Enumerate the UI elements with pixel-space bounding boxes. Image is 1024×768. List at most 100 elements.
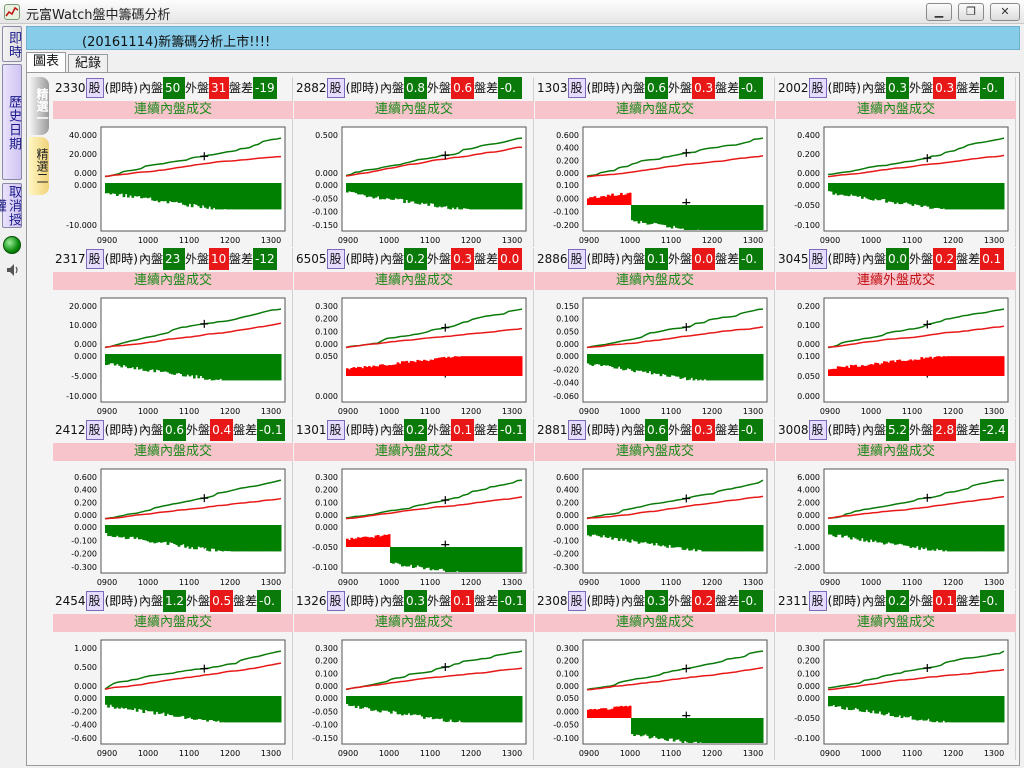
stock-code: 2454 [55,594,86,608]
flow-bar [146,183,150,199]
flow-bar [615,525,619,539]
flow-bar [708,354,711,381]
flow-bar [595,354,599,364]
flow-bar [489,547,492,572]
flow-bar [427,183,431,206]
flow-bar [462,183,466,209]
flow-bar [604,196,608,205]
flow-bar [692,718,696,743]
flow-bar [752,525,755,552]
flow-bar [966,696,970,723]
stock-button[interactable]: 股 [326,249,345,269]
flow-bar [508,183,512,210]
outer-volume-line [586,308,764,349]
flow-bar [458,183,461,210]
stock-button[interactable]: 股 [808,420,827,440]
flow-bar [865,525,869,541]
plot-frame [100,639,286,745]
live-button[interactable]: 即時 [2,26,22,62]
flow-bar [894,696,897,718]
trade-banner: 連續內盤成交 [294,443,534,461]
flow-bar [631,525,634,540]
flow-bar [469,547,472,572]
flow-bar [858,366,862,376]
flow-bar [839,183,842,195]
tab-pick-2[interactable]: 精選二 [29,137,49,195]
flow-bar [646,205,650,225]
minimize-button[interactable]: ▁ [926,3,952,21]
flow-chart: 0.300 0.200 0.100 0.000 0.000 -0.050 -0.100 090… [294,461,534,589]
maximize-button[interactable]: ❐ [958,3,984,21]
flow-bar [473,696,477,723]
stock-button[interactable]: 股 [326,591,345,611]
stock-button[interactable]: 股 [567,78,586,98]
speaker-icon[interactable] [5,262,21,278]
x-tick-label: 1300 [502,236,522,245]
stock-button[interactable]: 股 [326,78,345,98]
flow-bar [458,547,461,572]
stock-button[interactable]: 股 [567,420,586,440]
flow-bar [272,354,275,381]
flow-bar [234,525,238,552]
inner-value: 0.3 [403,590,428,612]
flow-bar [889,525,893,544]
flow-bar [107,183,110,194]
flow-bar [500,183,503,210]
tab-pick-1[interactable]: 精選一 [29,77,49,135]
stock-button[interactable]: 股 [326,420,345,440]
x-tick-label: 1000 [138,407,158,416]
close-button[interactable]: ✕ [990,3,1020,21]
flow-bar [984,525,987,552]
tab-log[interactable]: 紀錄 [68,54,109,72]
flow-bar [138,183,141,196]
stock-button[interactable]: 股 [85,420,104,440]
flow-bar [250,525,253,552]
flow-bar [456,183,459,208]
flow-bar [407,547,411,567]
flow-bar [845,696,849,708]
diff-label: 盤差 [474,252,499,266]
inner-value: 0.2 [403,419,428,441]
tab-chart[interactable]: 圖表 [26,52,67,72]
diff-value: -0.1 [498,419,526,441]
stock-button[interactable]: 股 [808,249,827,269]
flow-bar [357,183,360,195]
stock-button[interactable]: 股 [567,249,586,269]
y-tick-label: 0.400 [556,144,579,153]
flow-bar [250,183,253,210]
flow-bar [219,183,223,210]
flow-bar [445,183,448,207]
flow-bar [368,537,371,547]
flow-bar [493,696,497,723]
history-date-button[interactable]: 歷史日期 [2,64,22,180]
flow-bar [374,535,378,547]
flow-bar [252,354,256,381]
stock-button[interactable]: 股 [85,78,104,98]
flow-bar [856,696,860,710]
flow-bar [675,525,678,548]
flow-chart: 0.300 0.200 0.100 0.000 0.000 -0.050 -0.100 090… [776,632,1016,760]
flow-bar [960,356,963,376]
flow-bar [975,183,979,210]
crosshair-marker [923,154,932,163]
stock-button[interactable]: 股 [808,591,827,611]
flow-bar [951,183,954,210]
flow-bar [429,183,433,204]
flow-bar [935,183,939,208]
y-tick-label: -0.100 [312,721,338,730]
stock-button[interactable]: 股 [808,78,827,98]
x-tick-label: 1300 [743,236,763,245]
stock-button[interactable]: 股 [567,591,586,611]
cancel-authorization-button[interactable]: 取消授權 [0,183,22,228]
trade-banner: 連續外盤成交 [776,272,1016,290]
flow-bar [944,696,948,723]
flow-bar [173,525,176,544]
flow-bar [418,360,422,376]
diff-value: -0. [498,77,523,99]
flow-bar [924,525,928,548]
stock-button[interactable]: 股 [85,591,104,611]
flow-bar [602,354,606,366]
stock-button[interactable]: 股 [85,249,104,269]
flow-bar [256,696,260,723]
flow-chart-svg: 0.6000.4000.2000.0000.000-0.100-0.200-0.… [71,468,286,587]
